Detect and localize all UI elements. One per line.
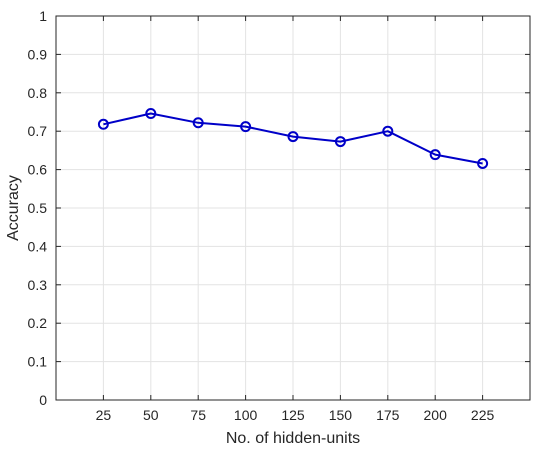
y-tick-label: 1 [39,8,47,24]
data-point [429,149,441,161]
x-tick-label: 100 [234,407,258,423]
data-point [192,117,204,129]
y-tick-label: 0.1 [28,354,48,370]
x-axis-label: No. of hidden-units [226,430,360,447]
data-point [287,131,299,143]
y-tick-label: 0.4 [28,238,48,254]
x-tick-label: 200 [424,407,448,423]
series-layer [97,108,489,169]
grid [56,16,530,400]
y-tick-label: 0.8 [28,85,48,101]
data-point [382,125,394,137]
data-point [334,136,346,148]
data-point [477,157,489,169]
x-tick-label: 150 [329,407,353,423]
y-tick-label: 0.9 [28,46,48,62]
x-tick-label: 50 [143,407,159,423]
x-tick-label: 25 [96,407,112,423]
data-point [145,108,157,120]
y-tick-label: 0.7 [28,123,48,139]
series-line [103,112,483,165]
data-point [97,118,109,130]
y-tick-label: 0.3 [28,277,48,293]
y-tick-label: 0.5 [28,200,48,216]
data-point [240,121,252,133]
x-tick-label: 75 [190,407,206,423]
x-tick-label: 125 [281,407,305,423]
x-tick-label: 175 [376,407,400,423]
y-tick-label: 0.6 [28,162,48,178]
y-axis-label: Accuracy [5,175,22,241]
y-tick-label: 0 [39,392,47,408]
y-tick-label: 0.2 [28,315,48,331]
x-tick-label: 225 [471,407,495,423]
